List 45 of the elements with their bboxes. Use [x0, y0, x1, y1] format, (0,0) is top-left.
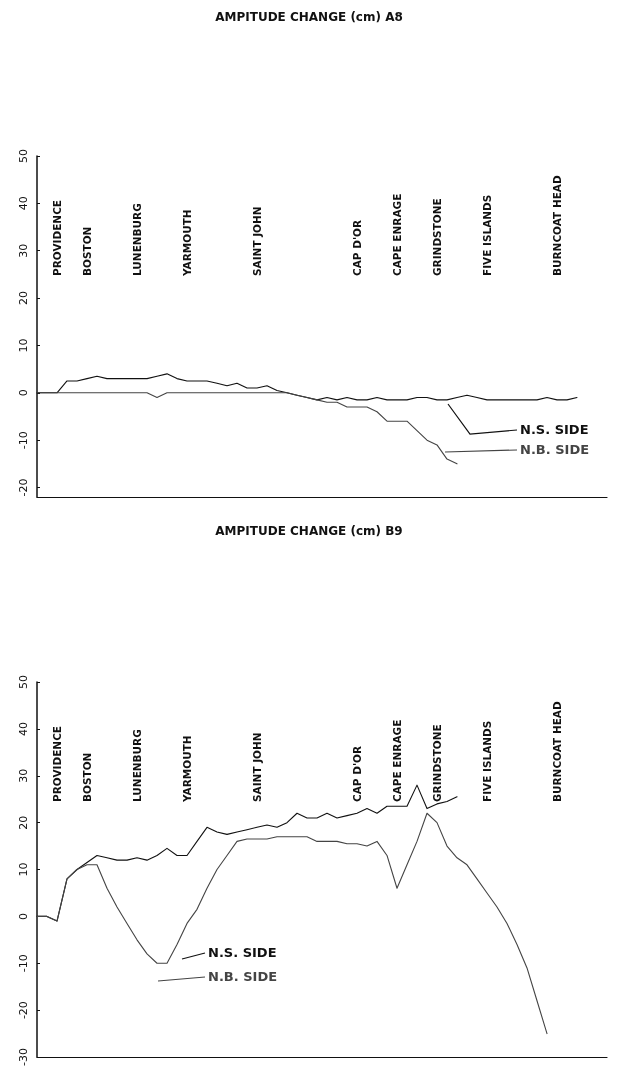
x-tick-label: GRINDSTONE [431, 198, 443, 276]
y-tick-label: 30 [17, 768, 30, 783]
chart-title: AMPITUDE CHANGE (cm) B9 [215, 524, 403, 538]
y-tick-label: 40 [17, 196, 30, 211]
x-tick-label: YARMOUTH [181, 735, 193, 803]
x-tick-label: CAP D'OR [351, 745, 363, 802]
y-tick-label: -30 [17, 1048, 30, 1066]
x-tick-label: SAINT JOHN [251, 732, 263, 802]
x-tick-label: BURNCOAT HEAD [551, 701, 563, 802]
y-tick-label: -10 [17, 431, 30, 450]
y-tick-label: 40 [17, 721, 30, 736]
x-tick-label: FIVE ISLANDS [481, 720, 493, 802]
x-tick-label: BOSTON [81, 226, 93, 276]
x-tick-label: LUNENBURG [131, 729, 143, 802]
y-tick-label: 0 [17, 912, 30, 920]
x-tick-label: BOSTON [81, 752, 93, 802]
y-tick-label: 20 [17, 815, 30, 830]
y-tick-label: 50 [17, 675, 30, 689]
x-tick-label: BURNCOAT HEAD [551, 175, 563, 276]
y-tick-label: -20 [17, 478, 30, 497]
x-tick-label: LUNENBURG [131, 203, 143, 276]
y-tick-label: 10 [17, 862, 30, 877]
x-tick-label: CAPE ENRAGE [391, 193, 403, 276]
line-series [36, 392, 458, 465]
x-tick-label: PROVIDENCE [51, 199, 63, 276]
series-label: N.S. SIDE [520, 422, 589, 437]
x-tick-label: GRINDSTONE [431, 724, 443, 802]
x-tick-label: YARMOUTH [181, 209, 193, 277]
legend-label: N.S. SIDE [208, 945, 277, 960]
y-tick-label: 50 [17, 149, 30, 163]
y-tick-label: 20 [17, 291, 30, 306]
y-tick-label: -20 [17, 1001, 30, 1020]
y-tick-label: -10 [17, 954, 30, 973]
text: N.B. SIDE [520, 442, 590, 457]
x-tick-label: PROVIDENCE [51, 725, 63, 802]
y-tick-label: 30 [17, 243, 30, 258]
chart-title: AMPITUDE CHANGE (cm) A8 [215, 10, 403, 24]
legend-label: N.B. SIDE [208, 969, 278, 984]
x-tick-label: FIVE ISLANDS [481, 194, 493, 276]
y-tick-label: 0 [17, 389, 30, 397]
x-tick-label: SAINT JOHN [251, 206, 263, 276]
x-tick-label: CAP D'OR [351, 219, 363, 276]
line-series [36, 812, 548, 1035]
y-tick-label: 10 [17, 338, 30, 353]
x-tick-label: CAPE ENRAGE [391, 719, 403, 802]
